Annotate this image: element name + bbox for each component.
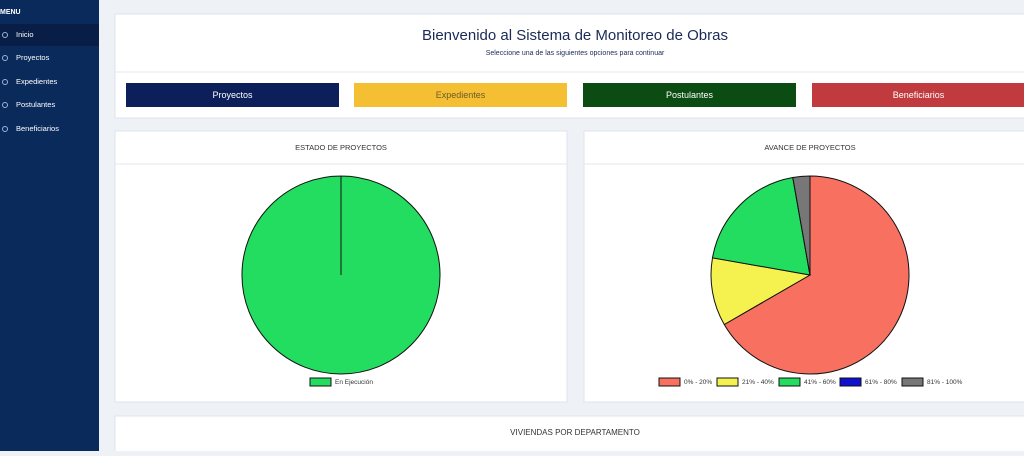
nav-button-label[interactable]: Beneficiarios: [893, 90, 945, 100]
bottom-card: [114, 415, 1024, 456]
card-title: VIVIENDAS POR DEPARTAMENTO: [510, 428, 640, 437]
menu-item[interactable]: Expedientes: [16, 77, 58, 86]
legend-swatch: [778, 377, 801, 387]
menu-item[interactable]: Beneficiarios: [16, 124, 59, 133]
legend-swatch: [658, 377, 681, 387]
pie-slice: [710, 257, 812, 326]
menu-icon: [2, 32, 8, 38]
pie-slice: [792, 175, 811, 276]
pie-slice: [711, 176, 811, 276]
menu-icon: [2, 55, 8, 61]
sidebar: [0, 0, 99, 451]
legend-swatch: [309, 377, 332, 387]
chart-title: ESTADO DE PROYECTOS: [295, 143, 387, 152]
legend-label: 41% - 60%: [804, 379, 836, 386]
nav-button-label[interactable]: Proyectos: [212, 90, 253, 100]
legend-label: 21% - 40%: [742, 379, 774, 386]
active-item-bg: [0, 24, 99, 46]
nav-button-label[interactable]: Expedientes: [436, 90, 486, 100]
menu-icon: [2, 79, 8, 85]
menu-item[interactable]: Postulantes: [16, 100, 55, 109]
nav-button[interactable]: [354, 83, 567, 107]
legend-swatch: [901, 377, 924, 387]
menu-icon: [2, 126, 8, 132]
legend-label: 61% - 80%: [865, 379, 897, 386]
legend-label: En Ejecución: [335, 379, 373, 386]
nav-button[interactable]: [126, 83, 339, 107]
menu-item[interactable]: Proyectos: [16, 53, 50, 62]
nav-button[interactable]: [812, 83, 1024, 107]
menu-item[interactable]: Inicio: [16, 30, 34, 39]
page-title: Bienvenido al Sistema de Monitoreo de Ob…: [422, 27, 728, 44]
menu-heading: MENU: [0, 9, 21, 16]
legend-label: 81% - 100%: [927, 379, 963, 386]
pie-slice: [241, 175, 441, 375]
pie-slice: [723, 175, 910, 375]
page-subtitle: Seleccione una de las siguientes opcione…: [486, 50, 665, 57]
legend-swatch: [716, 377, 739, 387]
legend-swatch: [839, 377, 862, 387]
chart-title: AVANCE DE PROYECTOS: [764, 143, 855, 152]
nav-button[interactable]: [583, 83, 796, 107]
menu-icon: [2, 102, 8, 108]
legend-label: 0% - 20%: [684, 379, 712, 386]
nav-button-label[interactable]: Postulantes: [666, 90, 714, 100]
